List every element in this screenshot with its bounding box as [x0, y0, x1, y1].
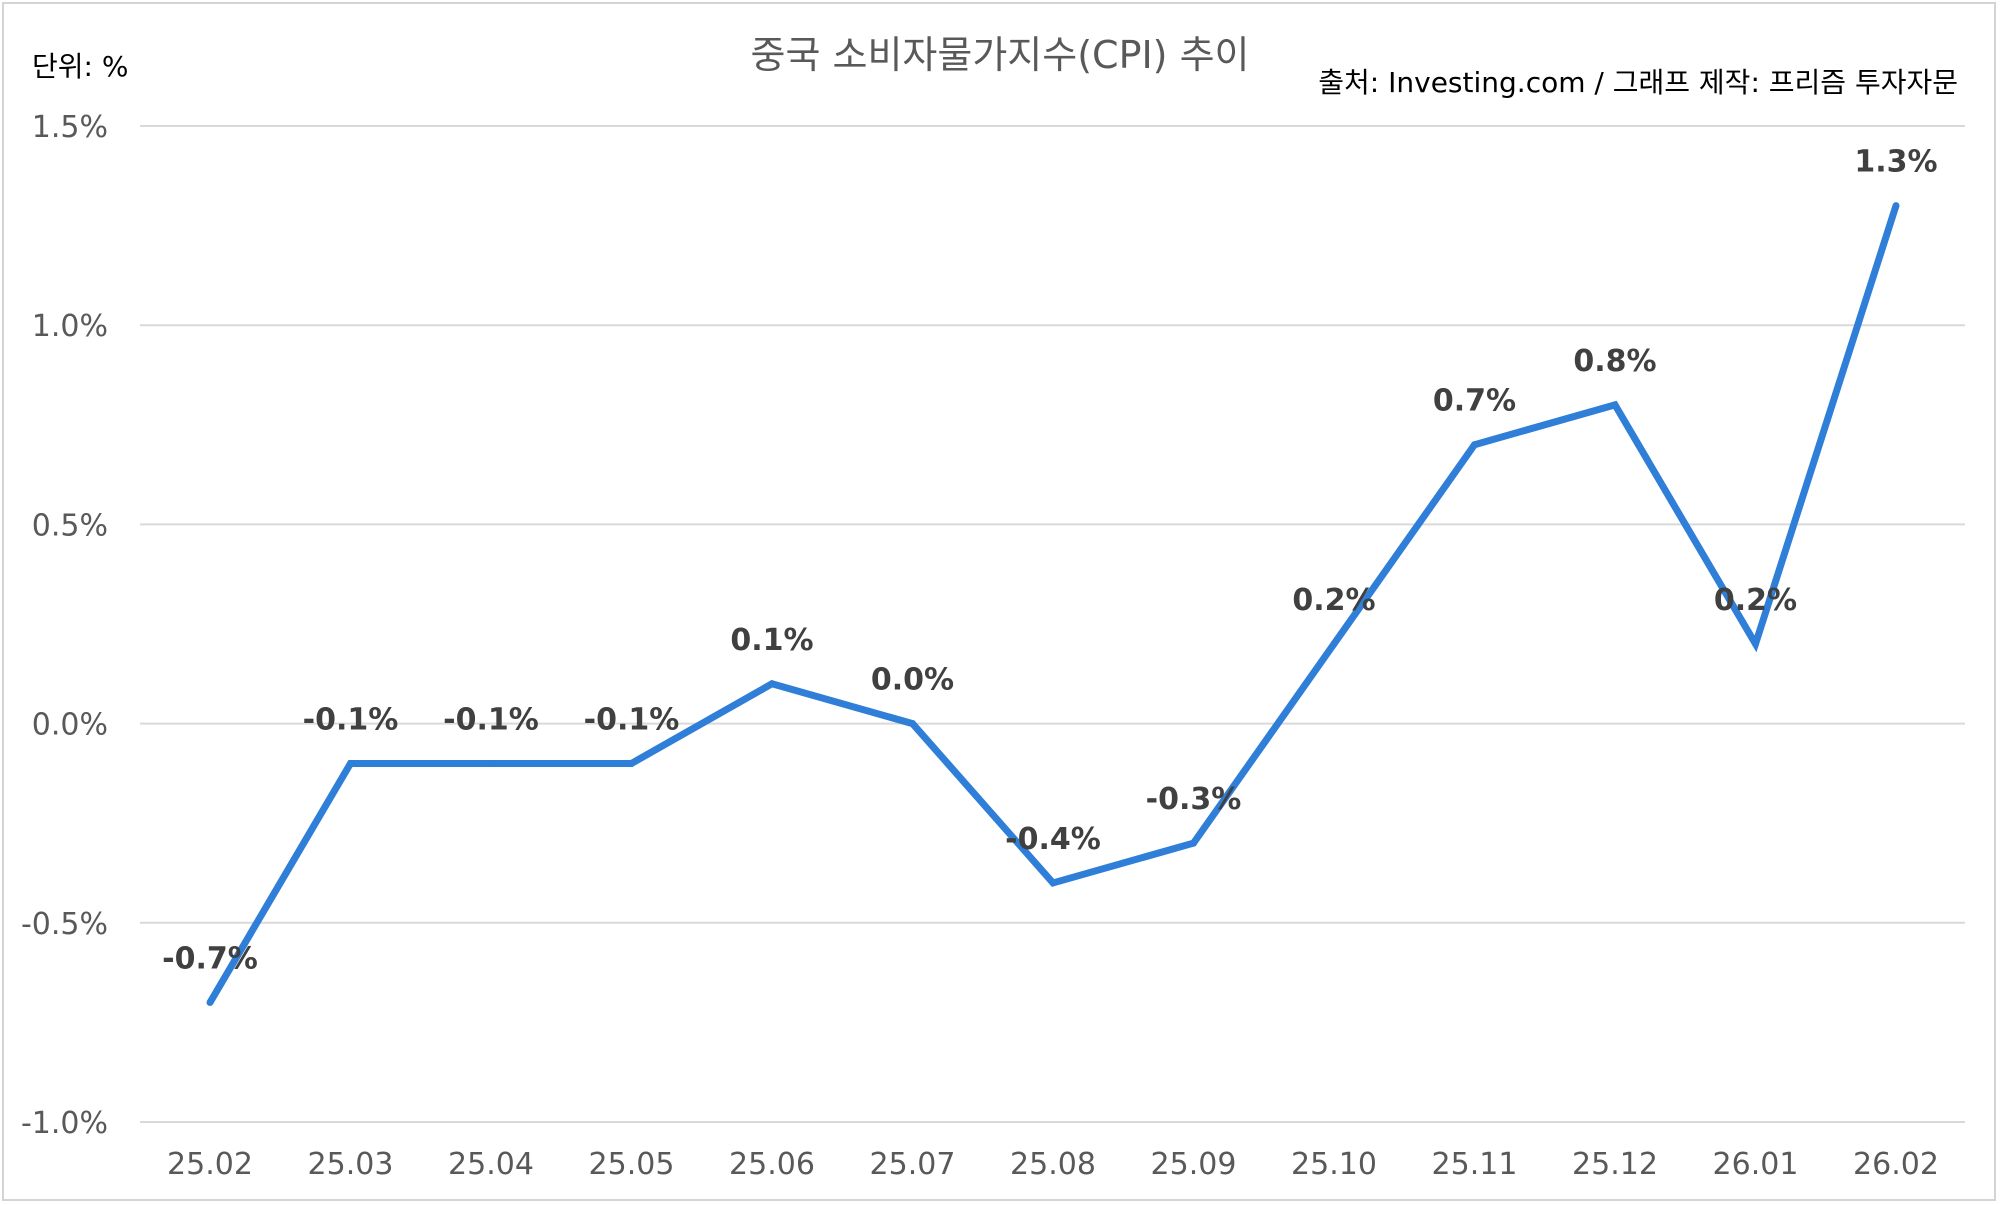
y-tick-label: 0.5%: [32, 508, 108, 543]
data-labels: -0.7% -0.1% -0.1% -0.1% 0.1% 0.0% -0.4% -0.3% 0.…: [162, 145, 1937, 977]
series-layer: [206, 202, 1900, 1006]
x-tick-label: 25.08: [1010, 1147, 1096, 1182]
gridlines: [140, 125, 1965, 1123]
x-tick-label: 25.11: [1432, 1147, 1518, 1182]
data-label: 0.1%: [730, 623, 813, 658]
data-point: [487, 759, 495, 767]
y-tick-label: -1.0%: [21, 1106, 108, 1141]
chart-title: 중국 소비자물가지수(CPI) 추이: [750, 33, 1249, 77]
data-point: [1049, 879, 1057, 887]
y-axis-ticks: 1.5% 1.0% 0.5% 0.0% -0.5% -1.0%: [21, 110, 108, 1141]
data-label: -0.3%: [1146, 782, 1242, 817]
data-point: [768, 680, 776, 688]
x-tick-label: 25.09: [1151, 1147, 1237, 1182]
data-point: [909, 720, 916, 728]
x-axis-ticks: 25.02 25.03 25.04 25.05 25.06 25.07 25.08 25.09…: [167, 1147, 1939, 1182]
data-point: [628, 759, 635, 767]
data-label: -0.1%: [303, 702, 399, 737]
data-label: -0.4%: [1005, 822, 1101, 857]
x-tick-label: 25.07: [870, 1147, 956, 1182]
x-tick-label: 25.12: [1572, 1147, 1658, 1182]
source-label: 출처: Investing.com / 그래프 제작: 프리즘 투자자문: [1318, 66, 1958, 99]
data-label: 0.2%: [1714, 583, 1797, 618]
data-point: [1892, 202, 1900, 210]
data-point: [1190, 839, 1197, 847]
x-tick-label: 25.04: [448, 1147, 534, 1182]
data-label: 1.3%: [1854, 145, 1937, 180]
data-point: [347, 759, 354, 767]
x-tick-label: 25.02: [167, 1147, 253, 1182]
data-point: [206, 998, 214, 1006]
y-tick-label: 1.5%: [32, 110, 108, 145]
y-tick-label: 1.0%: [32, 309, 108, 344]
y-tick-label: -0.5%: [21, 907, 108, 942]
data-point: [1330, 640, 1338, 648]
data-label: 0.2%: [1292, 583, 1375, 618]
data-point: [1752, 640, 1759, 648]
x-tick-label: 25.05: [589, 1147, 675, 1182]
data-label: 0.7%: [1433, 384, 1516, 419]
x-tick-label: 26.02: [1853, 1147, 1939, 1182]
data-label: 0.8%: [1573, 344, 1656, 379]
data-label: 0.0%: [871, 663, 954, 698]
data-label: -0.1%: [584, 702, 680, 737]
x-tick-label: 25.10: [1291, 1147, 1377, 1182]
data-point: [1471, 441, 1478, 449]
unit-label: 단위: %: [32, 50, 128, 83]
data-label: -0.7%: [162, 941, 258, 976]
data-label: -0.1%: [443, 702, 539, 737]
x-tick-label: 26.01: [1713, 1147, 1799, 1182]
x-tick-label: 25.03: [308, 1147, 394, 1182]
x-tick-label: 25.06: [729, 1147, 815, 1182]
data-point: [1611, 401, 1619, 409]
y-tick-label: 0.0%: [32, 708, 108, 743]
